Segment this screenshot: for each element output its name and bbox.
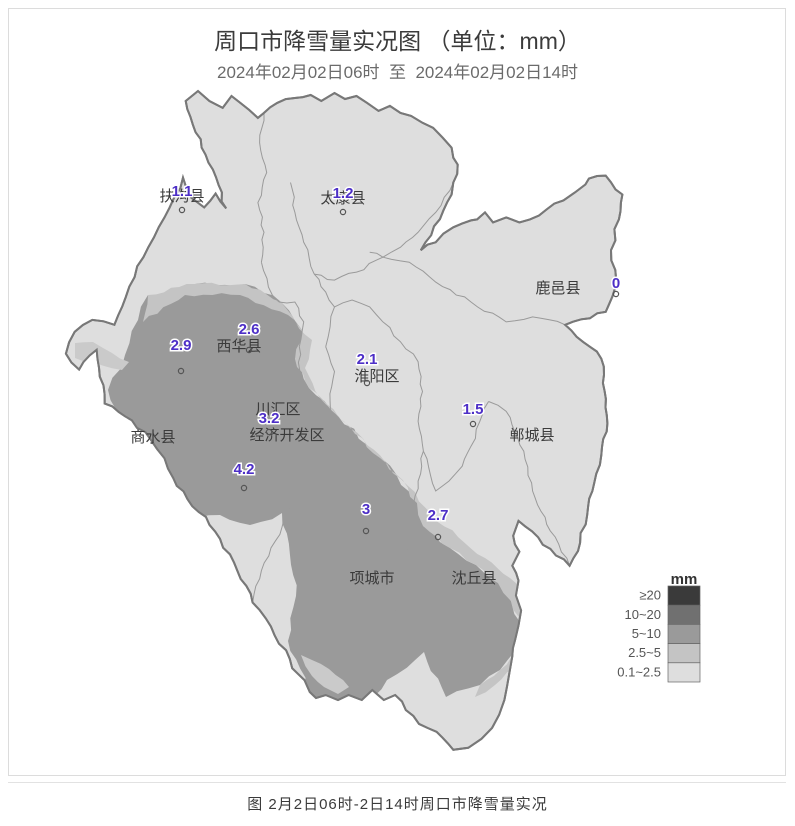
svg-text:西华县: 西华县: [216, 338, 261, 355]
svg-text:淮阳区: 淮阳区: [354, 368, 399, 385]
svg-text:5~10: 5~10: [632, 626, 661, 641]
svg-text:2.9: 2.9: [171, 337, 192, 354]
svg-text:经济开发区: 经济开发区: [249, 427, 324, 444]
svg-text:0: 0: [612, 275, 620, 292]
svg-text:郸城县: 郸城县: [509, 427, 554, 444]
svg-text:2.7: 2.7: [428, 507, 449, 524]
svg-text:2.1: 2.1: [357, 351, 378, 368]
svg-text:3.2: 3.2: [259, 410, 280, 427]
svg-text:3: 3: [362, 501, 370, 518]
svg-text:mm: mm: [671, 571, 698, 588]
svg-text:1.1: 1.1: [172, 183, 193, 200]
svg-text:1.5: 1.5: [463, 401, 484, 418]
svg-text:≥20: ≥20: [639, 588, 661, 603]
svg-text:4.2: 4.2: [234, 461, 255, 478]
svg-text:商水县: 商水县: [130, 429, 175, 446]
svg-text:2.6: 2.6: [239, 321, 260, 338]
svg-text:沈丘县: 沈丘县: [451, 570, 496, 587]
svg-text:0.1~2.5: 0.1~2.5: [617, 664, 661, 679]
svg-text:项城市: 项城市: [349, 570, 394, 587]
svg-text:2.5~5: 2.5~5: [628, 645, 661, 660]
svg-text:1.2: 1.2: [333, 185, 354, 202]
svg-text:10~20: 10~20: [624, 607, 661, 622]
svg-text:鹿邑县: 鹿邑县: [535, 280, 580, 297]
